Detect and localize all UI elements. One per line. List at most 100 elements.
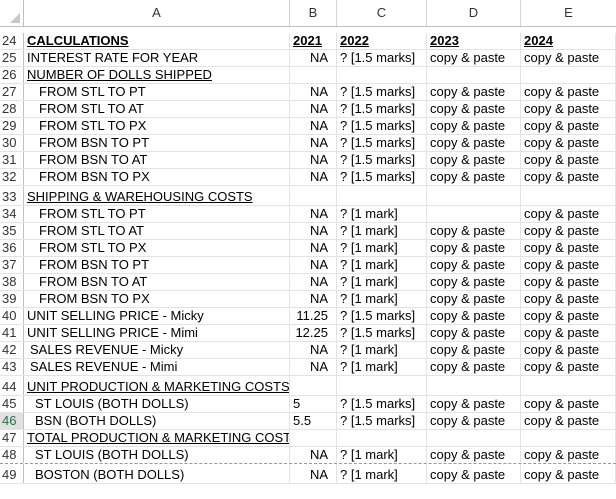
cell-e[interactable]: copy & paste [521,101,616,117]
cell-e[interactable]: copy & paste [521,308,616,324]
cell-d[interactable] [427,376,521,395]
cell-d[interactable]: copy & paste [427,50,521,66]
cell-c[interactable]: ? [1.5 marks] [337,169,427,185]
row-number[interactable]: 29 [0,118,24,134]
cell-e[interactable]: copy & paste [521,464,616,483]
cell-a[interactable]: FROM BSN TO AT [24,152,290,168]
cell-a[interactable]: FROM BSN TO PT [24,135,290,151]
cell-d[interactable]: copy & paste [427,169,521,185]
cell-b[interactable]: NA [290,447,337,463]
cell-c[interactable]: ? [1.5 marks] [337,84,427,100]
cell-b[interactable]: NA [290,223,337,239]
row-number[interactable]: 41 [0,325,24,341]
cell-a[interactable]: FROM BSN TO PX [24,169,290,185]
cell-e[interactable]: copy & paste [521,359,616,375]
column-header-c[interactable]: C [337,0,427,26]
cell-d[interactable]: copy & paste [427,101,521,117]
cell-d[interactable]: copy & paste [427,240,521,256]
cell-a[interactable]: FROM STL TO PT [24,206,290,222]
row-number[interactable]: 31 [0,152,24,168]
cell-c[interactable]: ? [1.5 marks] [337,50,427,66]
cell-a[interactable]: TOTAL PRODUCTION & MARKETING COSTS [24,430,290,446]
column-header-a[interactable]: A [24,0,290,26]
row-number[interactable]: 40 [0,308,24,324]
cell-b[interactable]: NA [290,359,337,375]
cell-c[interactable]: ? [1.5 marks] [337,396,427,412]
cell-b[interactable]: NA [290,274,337,290]
row-number[interactable]: 39 [0,291,24,307]
cell-a[interactable]: FROM STL TO PT [24,84,290,100]
cell-d[interactable] [427,186,521,205]
cell-c[interactable] [337,376,427,395]
cell-c[interactable]: ? [1 mark] [337,257,427,273]
row-number[interactable]: 33 [0,186,24,205]
cell-e[interactable] [521,67,616,83]
cell-c[interactable]: ? [1 mark] [337,359,427,375]
cell-b[interactable]: NA [290,118,337,134]
row-number[interactable]: 24 [0,33,24,49]
cell-d[interactable]: copy & paste [427,396,521,412]
cell-a[interactable]: SALES REVENUE - Micky [24,342,290,358]
row-number[interactable]: 38 [0,274,24,290]
cell-c[interactable]: ? [1 mark] [337,464,427,483]
cell-c[interactable]: ? [1 mark] [337,206,427,222]
cell-d[interactable] [427,206,521,222]
cell-b[interactable]: NA [290,464,337,483]
cell-a[interactable]: FROM STL TO AT [24,101,290,117]
cell-c[interactable]: ? [1 mark] [337,240,427,256]
cell-e[interactable]: copy & paste [521,152,616,168]
row-number[interactable]: 25 [0,50,24,66]
cell-e[interactable]: copy & paste [521,169,616,185]
row-number[interactable]: 44 [0,376,24,395]
cell-d[interactable]: 2023 [427,33,521,49]
cell-b[interactable]: NA [290,206,337,222]
cell-b[interactable]: NA [290,50,337,66]
cell-b[interactable]: 5 [290,396,337,412]
cell-c[interactable]: ? [1 mark] [337,342,427,358]
cell-c[interactable]: ? [1 mark] [337,274,427,290]
cell-d[interactable]: copy & paste [427,342,521,358]
cell-a[interactable]: FROM STL TO AT [24,223,290,239]
row-number[interactable]: 27 [0,84,24,100]
row-number[interactable]: 45 [0,396,24,412]
cell-d[interactable]: copy & paste [427,291,521,307]
cell-e[interactable]: copy & paste [521,223,616,239]
cell-b[interactable]: 5.5 [290,413,337,429]
cell-a[interactable]: FROM BSN TO PT [24,257,290,273]
cell-c[interactable] [337,430,427,446]
cell-c[interactable]: ? [1 mark] [337,291,427,307]
row-number[interactable]: 34 [0,206,24,222]
cell-b[interactable] [290,67,337,83]
cell-b[interactable]: NA [290,152,337,168]
cell-e[interactable] [521,430,616,446]
cell-a[interactable]: UNIT SELLING PRICE - Mimi [24,325,290,341]
cell-a[interactable]: BSN (BOTH DOLLS) [24,413,290,429]
row-number[interactable]: 47 [0,430,24,446]
cell-b[interactable]: 12.25 [290,325,337,341]
cell-e[interactable]: copy & paste [521,84,616,100]
cell-e[interactable]: copy & paste [521,135,616,151]
cell-e[interactable]: copy & paste [521,257,616,273]
cell-b[interactable]: NA [290,240,337,256]
cell-d[interactable]: copy & paste [427,359,521,375]
cell-e[interactable]: copy & paste [521,50,616,66]
cell-d[interactable]: copy & paste [427,464,521,483]
column-header-b[interactable]: B [290,0,337,26]
row-number[interactable]: 26 [0,67,24,83]
cell-b[interactable]: NA [290,291,337,307]
cell-e[interactable]: copy & paste [521,240,616,256]
cell-e[interactable]: copy & paste [521,413,616,429]
row-number[interactable]: 28 [0,101,24,117]
row-number[interactable]: 46 [0,413,24,429]
cell-b[interactable]: NA [290,169,337,185]
cell-d[interactable]: copy & paste [427,274,521,290]
cell-a[interactable]: FROM BSN TO AT [24,274,290,290]
cell-b[interactable]: 11.25 [290,308,337,324]
cell-e[interactable] [521,186,616,205]
cell-b[interactable]: NA [290,84,337,100]
cell-a[interactable]: UNIT PRODUCTION & MARKETING COSTS: [24,376,290,395]
cell-c[interactable]: ? [1.5 marks] [337,152,427,168]
cell-a[interactable]: CALCULATIONS [24,33,290,49]
cell-c[interactable]: ? [1.5 marks] [337,135,427,151]
cell-c[interactable]: ? [1.5 marks] [337,101,427,117]
